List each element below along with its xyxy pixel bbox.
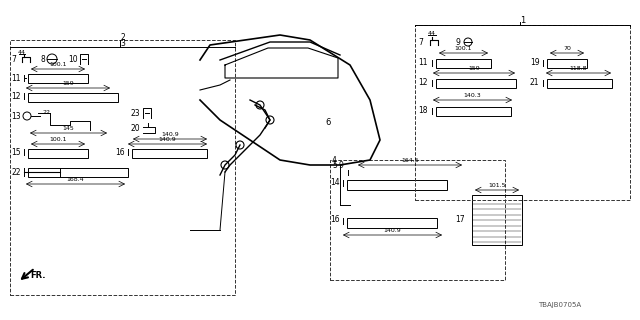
Bar [436, 107, 511, 116]
Text: 14: 14 [330, 178, 340, 187]
Text: 164.5: 164.5 [401, 157, 419, 163]
Text: 4: 4 [332, 156, 337, 164]
Bar [28, 74, 88, 83]
Bar [347, 180, 447, 190]
Text: 44: 44 [428, 30, 436, 36]
Text: 9: 9 [455, 37, 460, 46]
Text: 21: 21 [530, 77, 540, 86]
Text: 159: 159 [62, 81, 74, 85]
Text: 100.1: 100.1 [49, 137, 67, 141]
Text: FR.: FR. [30, 271, 45, 281]
Text: 140.3: 140.3 [463, 92, 481, 98]
Bar [330, 160, 505, 280]
Text: 7: 7 [418, 37, 423, 46]
Text: 22: 22 [42, 109, 50, 115]
Text: 140.9: 140.9 [161, 132, 179, 137]
Text: 10: 10 [68, 54, 77, 63]
Bar [132, 149, 207, 158]
Bar [28, 149, 88, 158]
Text: 100.1: 100.1 [455, 45, 472, 51]
Bar [436, 59, 491, 68]
Text: 7: 7 [11, 54, 16, 63]
Text: 15: 15 [11, 148, 20, 156]
Text: 16: 16 [115, 148, 125, 156]
Text: 145: 145 [63, 125, 74, 131]
Text: 168.4: 168.4 [67, 177, 84, 181]
Text: 5: 5 [332, 161, 337, 170]
Text: 6: 6 [325, 117, 330, 126]
Bar [10, 40, 235, 295]
Bar [28, 93, 118, 102]
Bar [436, 79, 516, 88]
Text: 16: 16 [330, 215, 340, 225]
Text: 159: 159 [468, 66, 480, 70]
Text: 22: 22 [11, 167, 20, 177]
Text: 8: 8 [40, 54, 45, 63]
Text: 140.9: 140.9 [383, 228, 401, 233]
Bar [472, 195, 522, 245]
Text: 12: 12 [418, 77, 428, 86]
Text: 20: 20 [130, 124, 140, 132]
Text: 11: 11 [418, 58, 428, 67]
Text: 23: 23 [130, 108, 140, 117]
Bar [547, 59, 587, 68]
Text: TBAJB0705A: TBAJB0705A [538, 302, 582, 308]
Text: 44: 44 [18, 50, 26, 54]
Text: 12: 12 [11, 92, 20, 100]
Text: 17: 17 [455, 215, 465, 225]
Text: 18: 18 [418, 106, 428, 115]
Text: 118.8: 118.8 [570, 66, 588, 70]
Bar [415, 25, 630, 200]
Bar [28, 168, 128, 177]
Text: 100.1: 100.1 [49, 61, 67, 67]
Text: 70: 70 [563, 45, 571, 51]
Text: 2: 2 [120, 33, 125, 42]
Text: 1: 1 [520, 15, 525, 25]
Text: 11: 11 [11, 74, 20, 83]
Text: 3: 3 [120, 38, 125, 47]
Text: 13: 13 [11, 111, 20, 121]
Bar [347, 218, 437, 228]
Text: 19: 19 [530, 58, 540, 67]
Text: 140.9: 140.9 [159, 137, 177, 141]
Text: 9: 9 [338, 161, 343, 170]
Bar [547, 79, 612, 88]
Text: 101.5: 101.5 [488, 182, 506, 188]
